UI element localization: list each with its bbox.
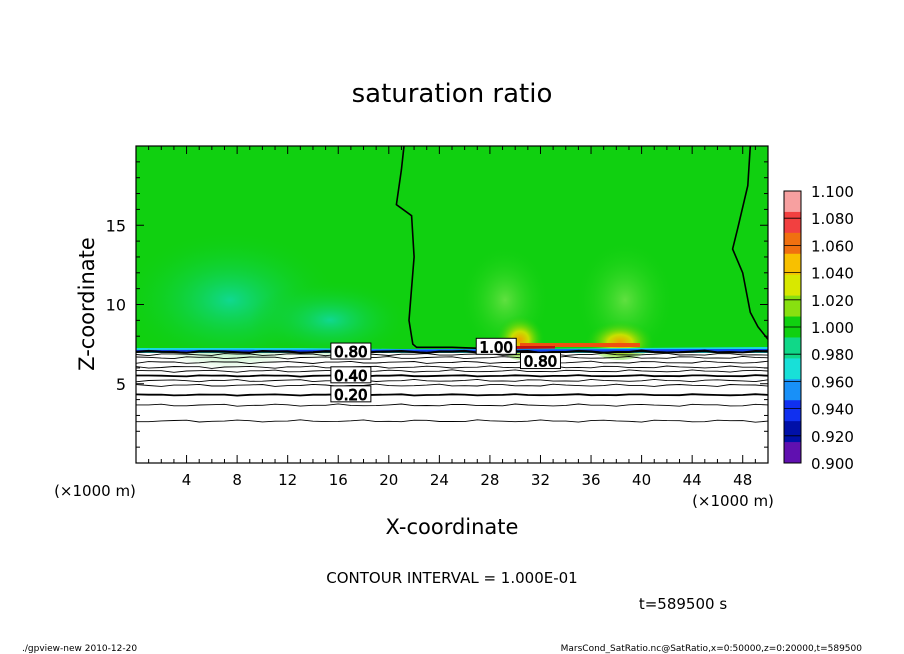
colorbar-swatch: [784, 379, 801, 401]
contour-label: 0.20: [334, 386, 367, 404]
colorbar-level-label: 1.040: [811, 265, 854, 283]
colorbar-swatch: [784, 442, 801, 464]
colorbar-level-label: 0.920: [811, 428, 854, 446]
colorbar-swatch: [784, 358, 801, 380]
contour-line: [136, 378, 768, 383]
contour-line: [136, 352, 768, 357]
x-tick-label: 8: [232, 471, 242, 489]
chart-title: saturation ratio: [352, 79, 553, 109]
x-tick-label: 36: [581, 471, 600, 489]
dry-patch-mid: [250, 280, 410, 360]
supersat-band-dark: [505, 346, 555, 349]
contour-line: [136, 383, 768, 387]
footer-right: MarsCond_SatRatio.nc@SatRatio,x=0:50000,…: [561, 644, 863, 654]
plot-area: 0.80 0.400.20 1.00 0.80: [136, 146, 768, 463]
x-tick-label: 24: [430, 471, 449, 489]
x-tick-label: 44: [683, 471, 702, 489]
colorbar-level-label: 0.960: [811, 373, 854, 391]
colorbar-level-label: 0.980: [811, 346, 854, 364]
colorbar-level-label: 1.020: [811, 292, 854, 310]
footer-left: ./gpview-new 2010-12-20: [22, 644, 137, 654]
colorbar-level-label: 0.900: [811, 455, 854, 473]
contour-label-backdrop: [330, 366, 372, 384]
colorbar: 1.100 1.080 1.060 1.040 1.020 1.000 0.980 0.960…: [783, 183, 854, 473]
colorbar-swatch: [784, 295, 801, 318]
contour-line: [136, 369, 768, 373]
contour-interval-text: CONTOUR INTERVAL = 1.000E-01: [326, 569, 577, 587]
x-tick-label: 40: [632, 471, 651, 489]
contour-line: [136, 365, 768, 369]
contour-label-backdrop: [519, 352, 561, 370]
contour-line: [136, 360, 768, 365]
colorbar-swatch: [784, 253, 801, 276]
x-tick-label: 20: [379, 471, 398, 489]
x-tick-label: 28: [480, 471, 499, 489]
contour-label-backdrop: [330, 342, 372, 360]
colorbar-swatch: [784, 191, 801, 213]
colorbar-swatch: [784, 421, 801, 443]
contour-label-backdrop: [330, 385, 372, 403]
x-unit-right: (×1000 m): [692, 492, 774, 510]
colorbar-swatch: [784, 400, 801, 422]
contour-label: 0.80: [524, 353, 557, 371]
colorbar-level-label: 0.940: [811, 401, 854, 419]
saturation-boundary-contour: [731, 146, 768, 340]
contour-label: 0.40: [334, 367, 367, 385]
x-unit-left: (×1000 m): [54, 482, 136, 500]
x-axis-label: X-coordinate: [386, 515, 519, 539]
colorbar-swatch: [784, 274, 801, 297]
colorbar-level-label: 1.000: [811, 319, 854, 337]
contour-line: [136, 419, 768, 423]
x-tick-label: 16: [329, 471, 348, 489]
colorbar-swatch: [784, 337, 801, 359]
x-tick-label: 12: [278, 471, 297, 489]
contour-line: [136, 403, 768, 407]
contour-label-backdrop: [475, 337, 517, 355]
y-tick-label: 15: [106, 216, 126, 235]
contour-label: 1.00: [480, 338, 513, 356]
supersat-core-b: [585, 316, 655, 360]
colorbar-swatch: [784, 232, 801, 255]
contour-line: [136, 355, 768, 360]
supersat-band: [520, 343, 640, 347]
colorbar-level-label: 1.080: [811, 210, 854, 228]
y-tick-label: 10: [106, 296, 126, 315]
x-tick-label: 32: [531, 471, 550, 489]
contour-line-labeled: [136, 374, 768, 378]
y-tick-label: 5: [116, 375, 126, 394]
contour-lines: 0.80 0.400.20 1.00 0.80: [136, 146, 768, 423]
contour-line-labeled: [136, 393, 768, 397]
x-tick-label: 48: [733, 471, 752, 489]
colorbar-level-label: 1.100: [811, 183, 854, 201]
contour-line-labeled: [136, 350, 768, 354]
y-axis-label: Z-coordinate: [75, 237, 99, 371]
colorbar-swatch: [784, 211, 801, 234]
x-tick-label: 4: [182, 471, 192, 489]
saturation-boundary-contour: [395, 146, 497, 350]
contour-label: 0.80: [334, 343, 367, 361]
colorbar-level-label: 1.060: [811, 237, 854, 255]
y-axis-ticks: 5 10 15: [106, 161, 768, 448]
x-axis-ticks: 4 8 12 16 20 24 28 32 36 40 44 48: [148, 146, 756, 489]
time-text: t=589500 s: [639, 595, 727, 613]
